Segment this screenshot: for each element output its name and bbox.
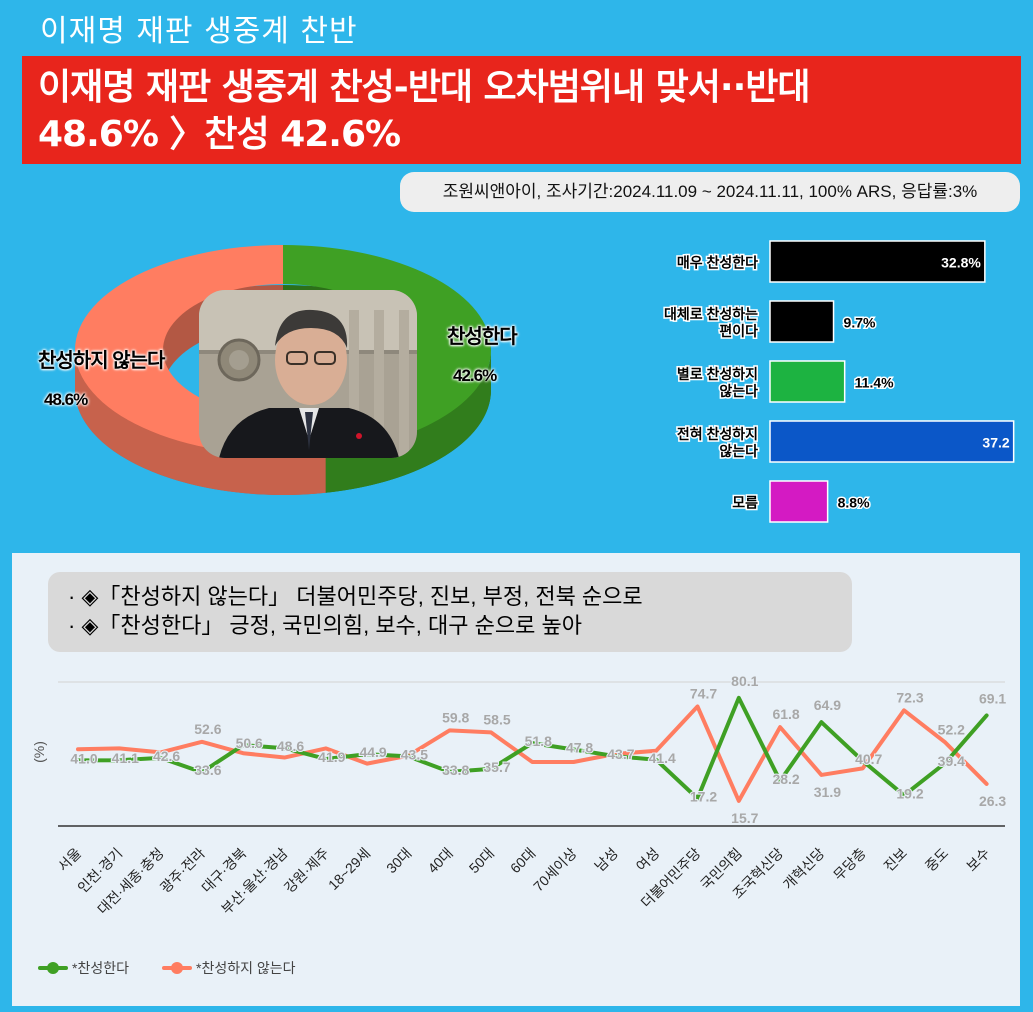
donut-slice-0 [283,245,492,453]
category-label-3: 광주·전라 [157,845,208,896]
legend-agree: *찬성한다 [38,958,129,978]
value-label-agree-8: 43.5 [401,746,428,762]
value-label-disagree-18: 31.9 [814,784,841,800]
value-label-agree-19: 40.7 [855,751,882,767]
donut-chart [75,245,492,495]
category-label-14: 여성 [633,845,663,875]
notes-box: · ◈「찬성하지 않는다」 더불어민주당, 진보, 부정, 전북 순으로 · ◈… [48,572,852,652]
value-label-agree-2: 42.6 [153,748,180,764]
value-label-agree-9: 33.8 [442,762,469,778]
legend-disagree-label: *찬성하지 않는다 [196,960,296,976]
note-line-1: · ◈「찬성하지 않는다」 더불어민주당, 진보, 부정, 전북 순으로 [68,584,643,609]
bar-label-4-0: 모름 [732,495,758,511]
value-label-agree-11: 51.8 [525,733,552,749]
bar-label-1-1: 편이다 [719,323,758,339]
note-line-2: · ◈「찬성한다」 긍정, 국민의힘, 보수, 대구 순으로 높아 [68,613,582,638]
bar-label-3-0: 전혀 찬성하지 [677,426,758,442]
headline-line-2: 48.6% 〉찬성 42.6% [38,114,401,155]
category-label-19: 무당층 [830,845,869,884]
bar-2 [769,360,846,403]
category-label-12: 70세이상 [530,845,580,895]
value-label-agree-15: 17.2 [690,788,717,804]
value-label-agree-14: 41.4 [649,750,676,766]
bar-label-2-1: 않는다 [719,383,758,399]
value-label-disagree-20: 72.3 [896,689,923,705]
value-label-disagree-15: 74.7 [690,685,717,701]
legend-disagree-swatch [162,962,192,974]
donut-label-disagree: 찬성하지 않는다 [38,350,165,372]
value-label-disagree-3: 52.6 [194,721,221,737]
y-axis-label: (%) [31,741,47,763]
category-label-21: 중도 [922,845,952,875]
top-title: 이재명 재판 생중계 찬반 [40,14,358,49]
bar-value-2: 11.4% [855,375,894,391]
value-label-agree-0: 41.0 [70,750,97,766]
category-label-20: 진보 [881,845,911,875]
headline-banner: 이재명 재판 생중계 찬성-반대 오차범위내 맞서··반대 48.6% 〉찬성 … [22,56,1021,164]
bar-0 [769,240,986,283]
category-label-10: 50대 [466,845,497,876]
bar-3 [769,420,1015,463]
value-label-disagree-21: 52.2 [938,721,965,737]
legend-agree-label: *찬성한다 [72,960,129,976]
category-label-7: 18~29세 [325,845,373,893]
donut-slice-wall-1 [75,350,326,495]
value-label-agree-3: 33.6 [194,762,221,778]
category-label-11: 60대 [507,845,538,876]
value-label-agree-6: 41.9 [318,749,345,765]
person-photo-icon [199,290,417,458]
value-label-agree-18: 64.9 [814,697,841,713]
bar-label-2-0: 별로 찬성하지 [677,366,758,382]
value-label-disagree-22: 26.3 [979,793,1006,809]
category-label-18: 개혁신당 [780,845,828,893]
category-label-22: 보수 [963,845,993,875]
value-label-disagree-17: 61.8 [772,706,799,722]
category-label-6: 강원·제주 [281,845,332,896]
value-label-agree-21: 39.4 [938,753,965,769]
legend-disagree: *찬성하지 않는다 [162,958,296,978]
bar-value-3: 37.2 [982,435,1009,451]
headline-line-1: 이재명 재판 생중계 찬성-반대 오차범위내 맞서··반대 [38,67,810,108]
series-line-1 [76,704,989,803]
donut-value-agree: 42.6% [453,366,497,385]
bar-4 [769,480,829,523]
value-label-agree-16: 80.1 [731,673,758,689]
value-label-agree-4: 50.6 [236,735,263,751]
donut-label-agree: 찬성한다 [447,326,518,348]
value-label-disagree-10: 58.5 [483,711,510,727]
value-label-agree-5: 48.6 [277,738,304,754]
bar-value-4: 8.8% [838,495,870,511]
source-note: 조원씨앤아이, 조사기간:2024.11.09 ~ 2024.11.11, 10… [400,172,1020,212]
bar-value-0: 32.8% [941,255,981,271]
value-label-agree-17: 28.2 [772,771,799,787]
category-label-13: 남성 [591,845,621,875]
value-label-disagree-16: 15.7 [731,810,758,826]
bar-1 [769,300,835,343]
category-label-0: 서울 [55,845,85,875]
series-line-0 [76,695,989,801]
bar-label-0-0: 매우 찬성한다 [677,255,758,271]
value-label-agree-13: 43.7 [607,746,634,762]
value-label-agree-22: 69.1 [979,690,1006,706]
value-label-agree-7: 44.9 [359,744,386,760]
legend-agree-swatch [38,962,68,974]
donut-value-disagree: 48.6% [44,390,88,409]
bar-value-1: 9.7% [844,315,876,331]
line-chart: (%) 41.0 41.1 42.6 33.6 50.6 48.6 41.9 44.9 43.5 3… [31,672,1007,918]
bar-label-1-0: 대체로 찬성하는 [664,306,758,322]
value-label-agree-20: 19.2 [896,785,923,801]
category-label-8: 30대 [383,845,414,876]
value-label-agree-12: 47.8 [566,740,593,756]
value-label-agree-1: 41.1 [112,750,139,766]
donut-slice-1 [75,245,326,455]
bar-label-3-1: 않는다 [719,443,758,459]
value-label-disagree-9: 59.8 [442,709,469,725]
value-label-agree-10: 35.7 [483,759,510,775]
category-label-9: 40대 [424,845,455,876]
